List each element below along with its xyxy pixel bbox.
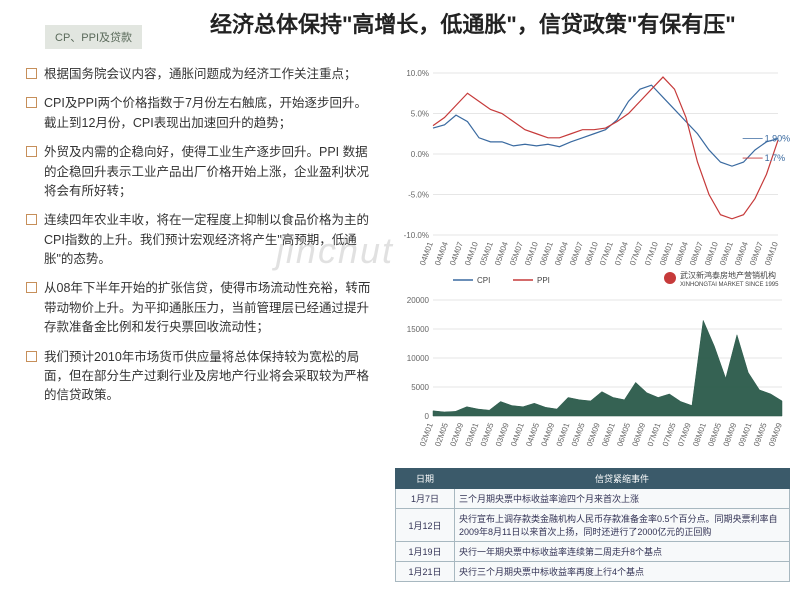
bullet-item: 从08年下半年开始的扩张信贷，使得市场流动性充裕，转而带动物价上升。为平抑通胀压… <box>26 279 378 337</box>
bullet-text: CPI及PPI两个价格指数于7月份左右触底，开始逐步回升。截止到12月份，CPI… <box>44 94 378 133</box>
table-row: 1月12日央行宣布上调存款类金融机构人民币存款准备金率0.5个百分点。同期央票利… <box>396 509 790 542</box>
bullet-item: 我们预计2010年市场货币供应量将总体保持较为宽松的局面，但在部分生产过剩行业及… <box>26 348 378 406</box>
svg-text:5.0%: 5.0% <box>411 110 429 119</box>
bullet-text: 我们预计2010年市场货币供应量将总体保持较为宽松的局面，但在部分生产过剩行业及… <box>44 348 378 406</box>
svg-text:1.7%: 1.7% <box>765 153 786 163</box>
table-header: 日期 <box>396 469 455 489</box>
bullet-item: 根据国务院会议内容，通胀问题成为经济工作关注重点； <box>26 65 378 84</box>
slide: { "tag": "CP、PPI及贷款", "title": "经济总体保持\"… <box>0 0 800 600</box>
events-table-wrap: 日期信贷紧缩事件1月7日三个月期央票中标收益率逾四个月来首次上涨1月12日央行宣… <box>395 468 790 582</box>
bullet-list: 根据国务院会议内容，通胀问题成为经济工作关注重点； CPI及PPI两个价格指数于7… <box>26 65 378 416</box>
svg-text:10.0%: 10.0% <box>406 69 429 78</box>
svg-text:5000: 5000 <box>411 383 429 392</box>
bullet-icon <box>26 351 37 362</box>
svg-text:CPI: CPI <box>477 276 490 285</box>
svg-text:0: 0 <box>425 412 430 421</box>
bullet-icon <box>26 68 37 79</box>
bullet-text: 从08年下半年开始的扩张信贷，使得市场流动性充裕，转而带动物价上升。为平抑通胀压… <box>44 279 378 337</box>
svg-text:-10.0%: -10.0% <box>404 231 429 240</box>
table-row: 1月21日央行三个月期央票中标收益率再度上行4个基点 <box>396 562 790 582</box>
svg-text:20000: 20000 <box>407 296 430 305</box>
svg-text:武汉新鸿泰房地产营销机构: 武汉新鸿泰房地产营销机构 <box>680 270 776 280</box>
bullet-icon <box>26 282 37 293</box>
svg-text:-5.0%: -5.0% <box>408 191 429 200</box>
svg-text:09M09: 09M09 <box>767 421 784 448</box>
svg-text:09M10: 09M10 <box>763 240 780 267</box>
bullet-item: 连续四年农业丰收，将在一定程度上抑制以食品价格为主的CPI指数的上升。我们预计宏… <box>26 211 378 269</box>
svg-text:0.0%: 0.0% <box>411 150 429 159</box>
bullet-text: 连续四年农业丰收，将在一定程度上抑制以食品价格为主的CPI指数的上升。我们预计宏… <box>44 211 378 269</box>
right-column: -10.0%-5.0%0.0%5.0%10.0%04M0104M0404M070… <box>395 65 790 582</box>
slide-title: 经济总体保持"高增长，低通胀"，信贷政策"有保有压" <box>210 10 790 40</box>
credit-area-chart: 0500010000150002000002M0102M0502M0903M01… <box>395 294 790 464</box>
bullet-icon <box>26 214 37 225</box>
table-row: 1月19日央行一年期央票中标收益率连续第二周走升8个基点 <box>396 542 790 562</box>
bullet-item: CPI及PPI两个价格指数于7月份左右触底，开始逐步回升。截止到12月份，CPI… <box>26 94 378 133</box>
table-row: 1月7日三个月期央票中标收益率逾四个月来首次上涨 <box>396 489 790 509</box>
svg-text:PPI: PPI <box>537 276 550 285</box>
bullet-text: 外贸及内需的企稳向好，使得工业生产逐步回升。PPI 数据的企稳回升表示工业产品出… <box>44 143 378 201</box>
svg-text:1.90%: 1.90% <box>765 134 790 144</box>
events-table: 日期信贷紧缩事件1月7日三个月期央票中标收益率逾四个月来首次上涨1月12日央行宣… <box>395 468 790 582</box>
svg-text:10000: 10000 <box>407 354 430 363</box>
cpi-ppi-line-chart: -10.0%-5.0%0.0%5.0%10.0%04M0104M0404M070… <box>395 65 790 290</box>
table-header: 信贷紧缩事件 <box>455 469 790 489</box>
bullet-item: 外贸及内需的企稳向好，使得工业生产逐步回升。PPI 数据的企稳回升表示工业产品出… <box>26 143 378 201</box>
bullet-text: 根据国务院会议内容，通胀问题成为经济工作关注重点； <box>44 65 357 84</box>
bullet-icon <box>26 146 37 157</box>
svg-text:15000: 15000 <box>407 325 430 334</box>
section-tag: CP、PPI及贷款 <box>45 25 142 49</box>
svg-text:XINHONGTAI MARKET SINCE 1995: XINHONGTAI MARKET SINCE 1995 <box>680 282 779 288</box>
bullet-icon <box>26 97 37 108</box>
